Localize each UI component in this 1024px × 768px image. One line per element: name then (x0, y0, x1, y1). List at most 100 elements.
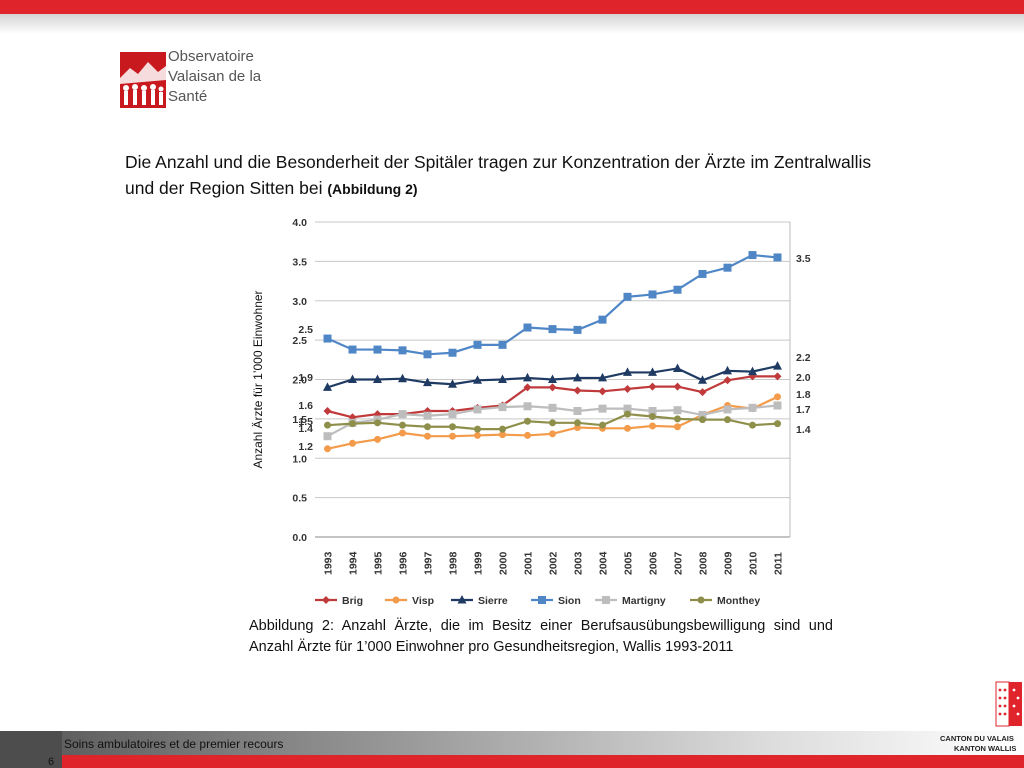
data-point (373, 345, 382, 354)
data-point (374, 435, 381, 443)
data-point (323, 432, 332, 441)
data-point (549, 430, 556, 438)
footer-section-title: Soins ambulatoires et de premier recours (64, 737, 284, 751)
y-tick-label: 0.5 (292, 493, 307, 505)
data-point (749, 421, 756, 429)
data-point (392, 596, 400, 604)
start-value-label: 1.5 (298, 416, 313, 428)
legend-label-brig: Brig (342, 595, 363, 607)
start-value-label: 2.5 (298, 324, 313, 336)
x-tick-label: 1999 (473, 551, 485, 575)
y-axis-label: Anzahl Ärzte für 1’000 Einwohner (251, 290, 265, 468)
data-point (673, 382, 682, 391)
data-point (573, 407, 582, 415)
data-point (457, 595, 467, 604)
top-accent-bar (0, 0, 1024, 14)
y-tick-label: 2.5 (292, 335, 307, 347)
data-point (748, 366, 757, 376)
slide-headline: Die Anzahl und die Besonderheit der Spit… (125, 149, 885, 202)
data-point (698, 375, 707, 384)
y-tick-label: 1.5 (292, 414, 307, 426)
data-point (773, 401, 782, 410)
data-point (697, 596, 705, 604)
data-point (624, 410, 631, 418)
data-point (348, 374, 357, 383)
data-point (523, 372, 532, 382)
data-point (624, 424, 631, 432)
end-value-label: 2.0 (796, 372, 811, 384)
data-point (374, 419, 381, 427)
y-tick-label: 1.0 (292, 453, 307, 465)
data-point (499, 431, 506, 439)
data-point (549, 419, 556, 427)
y-tick-label: 3.0 (292, 296, 307, 308)
data-point (648, 382, 657, 391)
data-point (698, 269, 707, 278)
data-point (573, 386, 582, 395)
data-point (673, 406, 682, 415)
footer-red-bar (0, 755, 1024, 768)
data-point (748, 403, 757, 412)
x-tick-label: 2002 (548, 551, 560, 575)
data-point (598, 315, 607, 324)
data-point (548, 383, 557, 392)
start-value-label: 1.2 (298, 441, 313, 453)
data-point (473, 375, 482, 384)
data-point (423, 377, 432, 387)
canton-valais-logo-icon (995, 681, 1022, 727)
data-point (574, 419, 581, 427)
data-point (623, 367, 632, 376)
legend-label-visp: Visp (412, 595, 434, 607)
footer-band (0, 731, 1024, 755)
x-tick-label: 2006 (648, 551, 660, 575)
data-point (548, 374, 557, 383)
data-point (423, 350, 432, 359)
data-point (498, 340, 507, 349)
data-point (473, 405, 482, 414)
data-point (773, 253, 782, 262)
data-point (723, 365, 732, 375)
data-point (774, 420, 781, 428)
legend-label-sion: Sion (558, 595, 581, 607)
y-tick-label: 4.0 (292, 217, 307, 229)
data-point (623, 404, 632, 413)
start-value-label: 1.9 (298, 372, 313, 384)
data-point (524, 431, 531, 439)
y-tick-label: 0.0 (292, 532, 307, 544)
x-tick-label: 2003 (573, 551, 585, 575)
data-point (649, 422, 656, 430)
data-point (648, 367, 657, 376)
start-value-label: 1.4 (298, 423, 313, 435)
logo-mark-icon (120, 52, 166, 108)
data-point (723, 263, 732, 272)
observatoire-logo: Observatoire Valaisan de la Santé (116, 38, 274, 110)
figure-caption: Abbildung 2: Anzahl Ärzte, die im Besitz… (249, 618, 833, 655)
end-value-label: 3.5 (796, 253, 811, 265)
end-value-label: 1.4 (796, 424, 811, 436)
x-tick-label: 2009 (723, 551, 735, 575)
data-point (398, 373, 407, 383)
data-point (673, 363, 682, 372)
headline-text: Die Anzahl und die Besonderheit der Spit… (125, 152, 872, 198)
data-point (423, 411, 432, 420)
data-point (424, 423, 431, 431)
data-point (474, 431, 481, 439)
data-point (674, 423, 681, 431)
canton-name-fr: CANTON DU VALAIS (940, 734, 1014, 743)
data-point (698, 388, 707, 397)
data-point (523, 402, 532, 411)
data-point (323, 382, 332, 391)
data-point (623, 384, 632, 393)
x-tick-label: 1996 (398, 551, 410, 575)
x-tick-label: 2010 (748, 551, 760, 575)
x-tick-label: 1995 (373, 551, 385, 575)
start-value-label: 1.6 (298, 400, 313, 412)
x-tick-label: 2004 (598, 551, 610, 575)
end-value-label: 1.7 (796, 404, 811, 416)
x-tick-label: 2008 (698, 551, 710, 575)
data-point (324, 445, 331, 453)
headline-figure-ref: (Abbildung 2) (327, 181, 418, 197)
data-point (674, 415, 681, 423)
data-point (449, 432, 456, 440)
data-point (748, 251, 757, 260)
